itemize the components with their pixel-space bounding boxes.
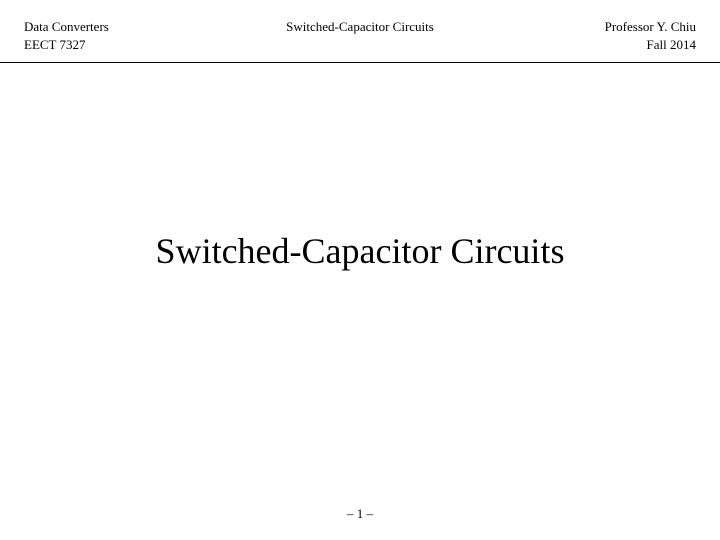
page-number: – 1 – xyxy=(0,506,720,522)
header-professor: Professor Y. Chiu xyxy=(605,18,696,36)
header-semester: Fall 2014 xyxy=(647,36,696,54)
slide-header: Data Converters Switched-Capacitor Circu… xyxy=(0,0,720,63)
header-course-code: EECT 7327 xyxy=(24,36,86,54)
header-row-1: Data Converters Switched-Capacitor Circu… xyxy=(24,18,696,36)
header-row-2: EECT 7327 Fall 2014 xyxy=(24,36,696,54)
header-course-name: Data Converters xyxy=(24,18,109,36)
header-topic: Switched-Capacitor Circuits xyxy=(286,18,434,36)
slide-title: Switched-Capacitor Circuits xyxy=(0,230,720,272)
